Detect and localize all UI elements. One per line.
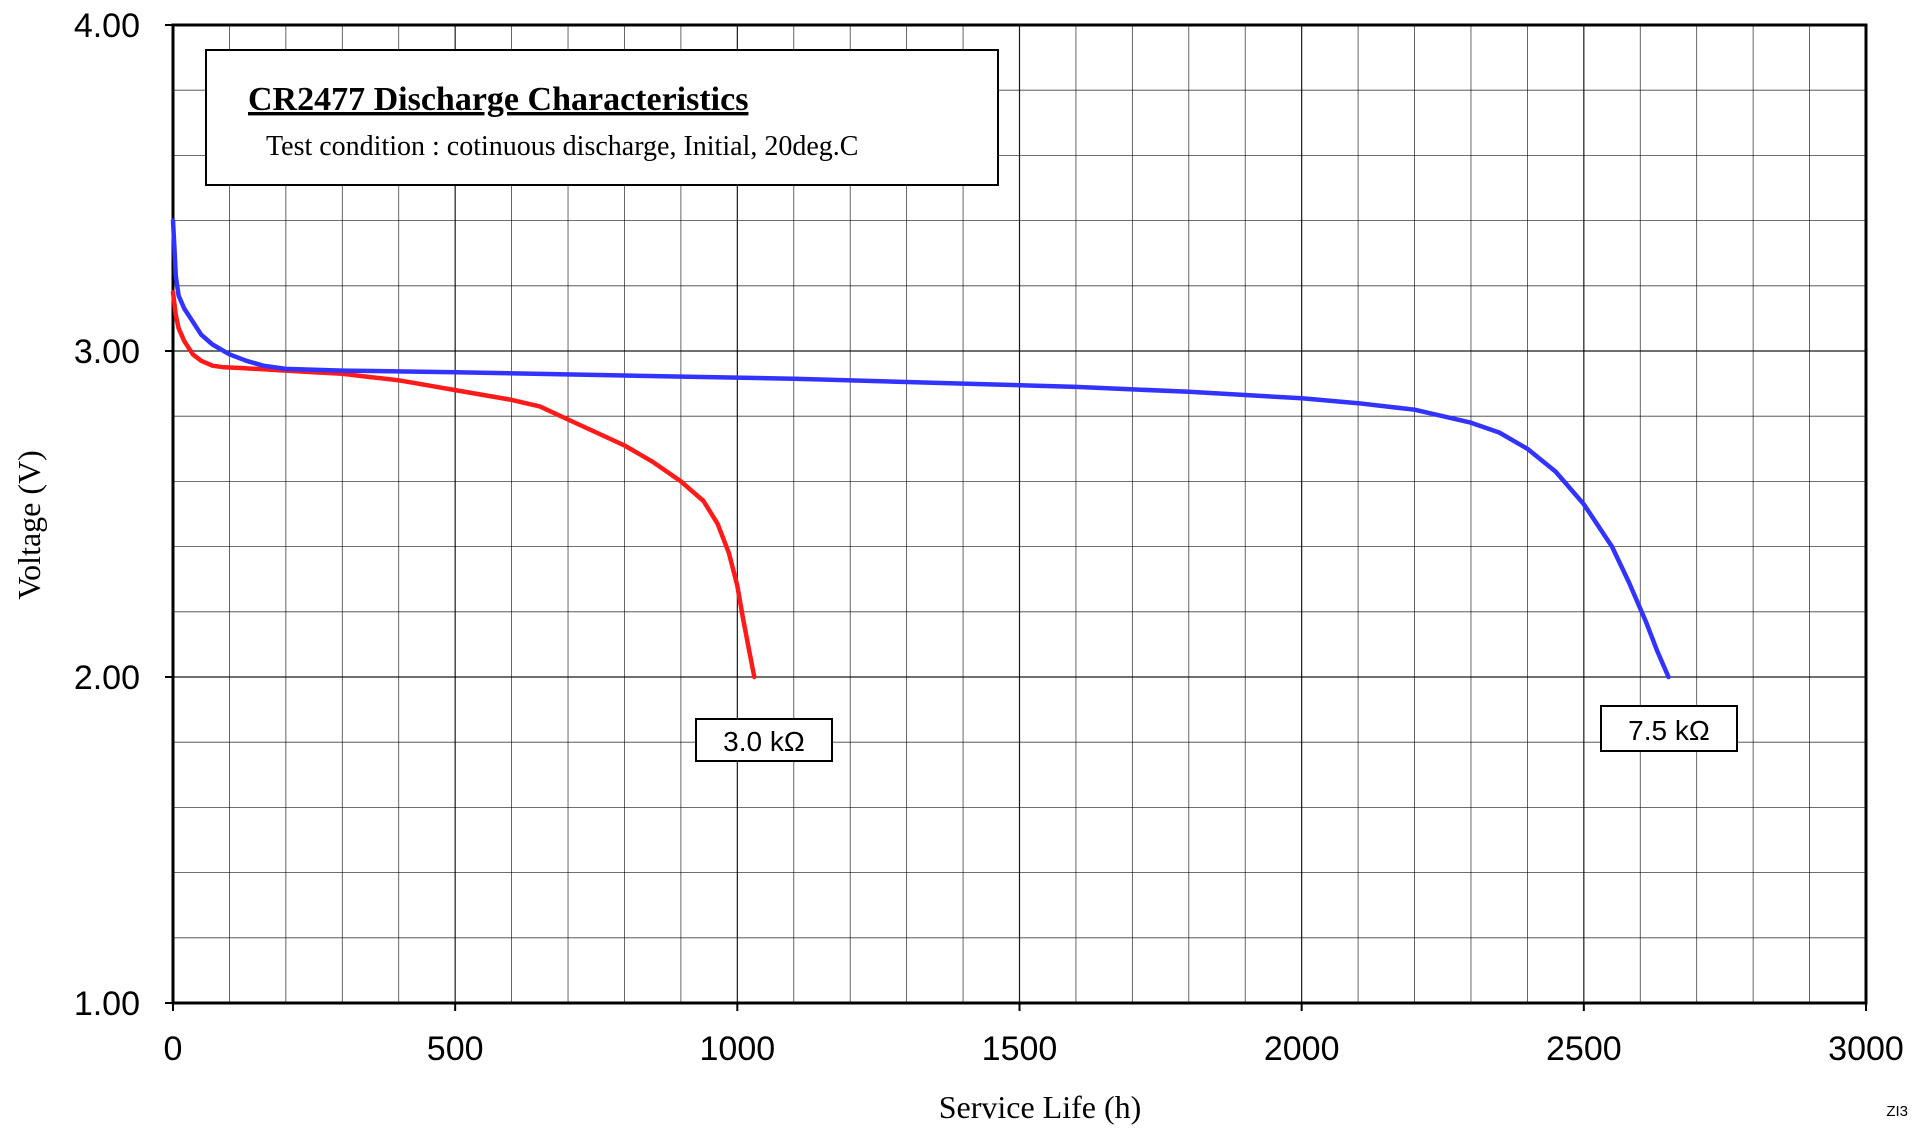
x-tick-label: 2000 <box>1264 1030 1340 1068</box>
annotation-3k-frame <box>695 718 833 762</box>
series-line-3k <box>170 290 757 680</box>
major-grid <box>173 25 1866 1003</box>
annotation-3k: 3.0 kΩ <box>695 718 833 762</box>
annotation-7-5k-frame <box>1600 705 1738 752</box>
annotation-7-5k-label: 7.5 kΩ <box>1628 715 1710 746</box>
x-tick-label: 1000 <box>700 1030 776 1068</box>
y-axis-ticks: 1.00 2.00 3.00 4.00 <box>74 7 173 1023</box>
y-axis-title: Voltage (V) <box>11 450 47 600</box>
chart-subtitle: Test condition : cotinuous discharge, In… <box>266 131 858 162</box>
title-box-frame <box>205 49 999 186</box>
x-axis-title: Service Life (h) <box>939 1089 1142 1125</box>
x-tick-label: 3000 <box>1828 1030 1904 1068</box>
annotation-3k-label: 3.0 kΩ <box>723 726 805 757</box>
y-tick-label: 4.00 <box>74 7 140 45</box>
y-tick-label: 1.00 <box>74 985 140 1023</box>
x-tick-label: 1500 <box>982 1030 1058 1068</box>
x-tick-label: 0 <box>164 1030 183 1068</box>
x-tick-label: 500 <box>427 1030 484 1068</box>
series-lines <box>170 218 1671 680</box>
x-tick-label: 2500 <box>1546 1030 1622 1068</box>
chart-title: CR2477 Discharge Characteristics <box>248 81 748 118</box>
y-tick-label: 2.00 <box>74 659 140 697</box>
series-line-7-5k <box>170 218 1671 680</box>
corner-code: ZI3 <box>1886 1103 1908 1120</box>
x-axis-ticks: 0 500 1000 1500 2000 2500 3000 <box>164 1003 1904 1068</box>
y-tick-label: 3.00 <box>74 333 140 371</box>
annotation-7-5k: 7.5 kΩ <box>1600 705 1738 752</box>
title-box: CR2477 Discharge Characteristics Test co… <box>205 49 999 186</box>
